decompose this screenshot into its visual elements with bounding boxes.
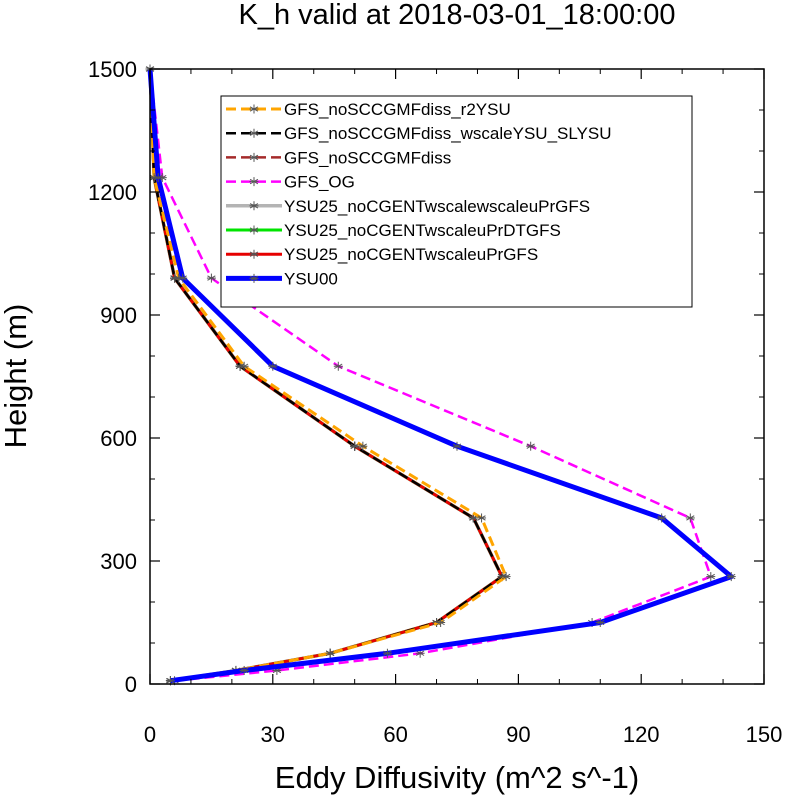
y-axis-label: Height (m): [0, 304, 33, 449]
data-point-gfs-og: [333, 361, 343, 371]
legend-label: YSU25_noCGENTwscalewscaleuPrGFS: [284, 197, 590, 216]
legend-entry: GFS_noSCCGMFdiss: [226, 148, 451, 167]
data-point-gfs-nosccgmfdiss-r2ysu: [501, 572, 511, 582]
y-tick-label: 600: [100, 426, 137, 451]
x-tick-label: 150: [746, 722, 783, 747]
legend-label: YSU25_noCGENTwscaleuPrGFS: [284, 245, 538, 264]
data-point-gfs-nosccgmfdiss-r2ysu: [325, 648, 335, 658]
legend-marker: [249, 104, 259, 114]
x-axis-label: Eddy Diffusivity (m^2 s^-1): [275, 760, 639, 795]
y-tick-label: 900: [100, 303, 137, 328]
data-point-ysu00: [268, 361, 278, 371]
legend-items: GFS_noSCCGMFdiss_r2YSU GFS_noSCCGMFdiss_w…: [226, 100, 612, 288]
data-point-gfs-og: [206, 273, 216, 283]
x-tick-label: 60: [383, 722, 407, 747]
legend-marker: [249, 201, 259, 211]
legend-label: GFS_noSCCGMFdiss: [284, 148, 451, 167]
legend-marker: [249, 177, 259, 187]
data-point-gfs-nosccgmfdiss-r2ysu: [239, 361, 249, 371]
legend-marker: [249, 152, 259, 162]
legend-label: YSU25_noCGENTwscaleuPrDTGFS: [284, 221, 561, 240]
data-point-gfs-og: [526, 441, 536, 451]
series-line-gfs-og: [148, 68, 713, 682]
legend-label: GFS_OG: [284, 173, 355, 192]
data-point-ysu00: [452, 441, 462, 451]
legend-entry: YSU25_noCGENTwscaleuPrDTGFS: [226, 221, 561, 240]
legend-marker: [249, 225, 259, 235]
y-tick-label: 1200: [88, 180, 137, 205]
legend-label: GFS_noSCCGMFdiss_wscaleYSU_SLYSU: [284, 124, 612, 143]
data-point-ysu00: [153, 173, 163, 183]
data-point-ysu00: [239, 665, 249, 675]
legend-marker: [249, 273, 259, 283]
data-point-ysu00: [595, 618, 605, 627]
y-tick-label: 0: [125, 672, 137, 697]
data-point-gfs-nosccgmfdiss-r2ysu: [477, 513, 487, 523]
data-point-gfs-og: [685, 513, 695, 523]
series-line-gfs-nosccgmfdiss-wscaleysu-slysu: [148, 68, 504, 682]
plot-frame: [149, 68, 765, 685]
data-point-gfs-nosccgmfdiss-wscaleysu-slysu: [350, 441, 360, 451]
legend-marker: [249, 249, 259, 259]
legend: GFS_noSCCGMFdiss_r2YSU GFS_noSCCGMFdiss_w…: [220, 95, 693, 308]
legend-frame: [220, 95, 693, 308]
x-tick-label: 30: [261, 722, 285, 747]
data-point-gfs-nosccgmfdiss-r2ysu: [436, 618, 446, 627]
data-point-ysu00: [382, 648, 392, 658]
legend-entry: YSU25_noCGENTwscaleuPrGFS: [226, 245, 538, 264]
x-tick-label: 90: [506, 722, 530, 747]
legend-label: GFS_noSCCGMFdiss_r2YSU: [284, 100, 511, 119]
legend-entry: YSU00: [226, 269, 338, 288]
data-point-ysu00: [726, 572, 736, 582]
y-tick-label: 300: [100, 549, 137, 574]
legend-marker: [249, 128, 259, 138]
data-point-gfs-nosccgmfdiss-wscaleysu-slysu: [468, 513, 478, 523]
legend-entry: GFS_noSCCGMFdiss_wscaleYSU_SLYSU: [226, 124, 612, 143]
data-point-ysu00: [178, 273, 188, 283]
data-point-gfs-nosccgmfdiss-r2ysu: [358, 441, 368, 451]
chart-title: K_h valid at 2018-03-01_18:00:00: [239, 0, 676, 31]
legend-entry: GFS_noSCCGMFdiss_r2YSU: [226, 100, 511, 119]
x-tick-label: 0: [144, 722, 156, 747]
data-point-ysu00: [657, 513, 667, 523]
legend-entry: GFS_OG: [226, 173, 355, 192]
legend-label: YSU00: [284, 269, 338, 288]
data-point-gfs-og: [706, 572, 716, 582]
legend-entry: YSU25_noCGENTwscalewscaleuPrGFS: [226, 197, 590, 216]
y-tick-label: 1500: [88, 57, 137, 82]
x-tick-label: 120: [623, 722, 660, 747]
